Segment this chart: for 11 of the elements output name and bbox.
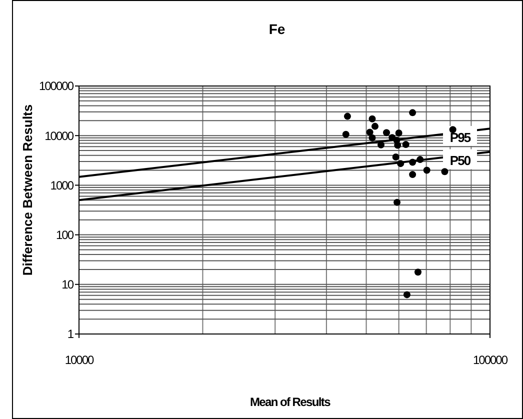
y-tick-label: 10000 — [44, 128, 74, 143]
y-tick-label: 100000 — [38, 79, 74, 94]
series-label: P50 — [450, 153, 471, 168]
series-label: P95 — [450, 130, 471, 145]
x-axis-title: Mean of Results — [250, 395, 332, 409]
y-tick-label: 1 — [67, 327, 74, 342]
y-tick-label: 1000 — [50, 178, 74, 192]
y-tick-label: 100 — [56, 228, 74, 242]
y-axis-title: Difference Between Results — [20, 104, 35, 276]
y-tick-label: 10 — [62, 278, 74, 292]
chart-title: Fe — [268, 21, 286, 37]
